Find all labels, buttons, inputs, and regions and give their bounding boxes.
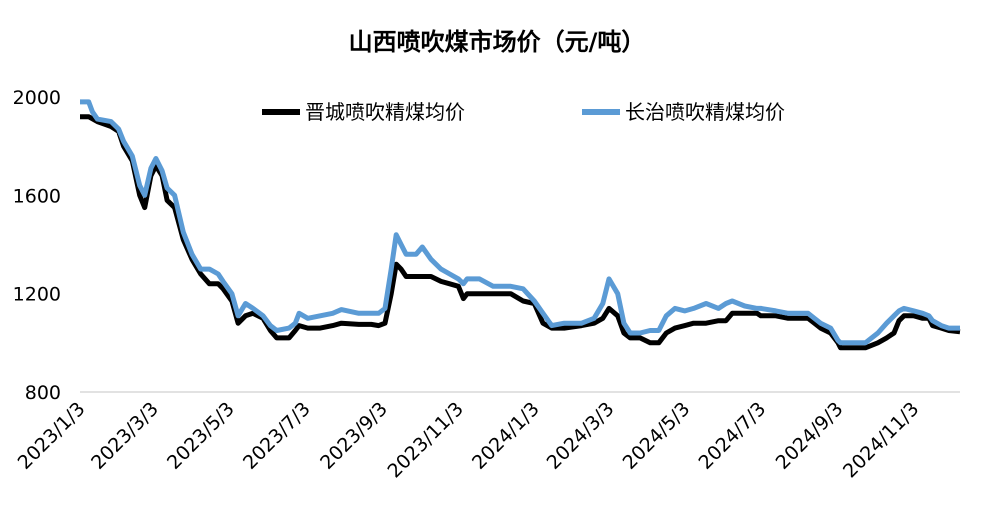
x-tick-label: 2023/7/3 [239,398,315,474]
x-tick-label: 2024/11/3 [839,398,923,482]
x-tick-label: 2024/9/3 [772,398,848,474]
x-tick-label: 2023/3/3 [87,398,163,474]
x-tick-label: 2024/7/3 [694,398,770,474]
y-tick-label: 1200 [13,284,61,306]
x-tick-label: 2024/3/3 [543,398,619,474]
x-tick-label: 2023/5/3 [163,398,239,474]
x-tick-label: 2023/9/3 [316,398,392,474]
x-tick-label: 2024/5/3 [619,398,695,474]
series-layer [80,99,961,351]
y-tick-label: 1600 [13,185,61,207]
y-tick-label: 800 [25,382,61,404]
x-tick-label: 2024/1/3 [468,398,544,474]
legend: 晋城喷吹精煤均价 长治喷吹精煤均价 [262,100,785,124]
y-axis: 800 1200 1600 2000 [13,87,61,404]
legend-label-jincheng: 晋城喷吹精煤均价 [305,100,465,124]
series-line-changzhi [80,99,960,346]
legend-label-changzhi: 长治喷吹精煤均价 [625,100,785,124]
chart-title: 山西喷吹煤市场价（元/吨） [349,28,646,56]
series-line-jincheng [80,114,961,351]
y-tick-label: 2000 [13,87,61,109]
x-tick-label: 2023/11/3 [383,398,467,482]
x-tick-label: 2023/1/3 [14,398,90,474]
